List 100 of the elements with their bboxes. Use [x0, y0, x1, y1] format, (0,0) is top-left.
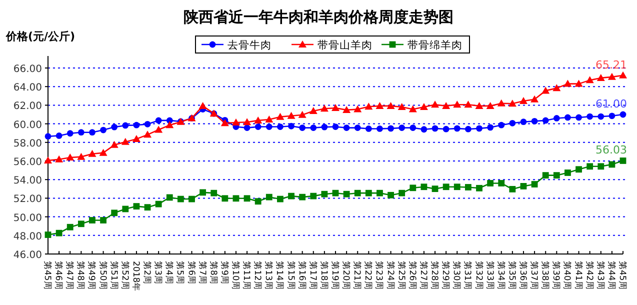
- point: [530, 95, 539, 102]
- x-tick-label: 第44周: [606, 261, 617, 290]
- point: [77, 152, 86, 160]
- x-tick-label: 第23周: [374, 261, 385, 290]
- point: [220, 119, 229, 126]
- point: [155, 200, 162, 208]
- x-tick-label: 第10周: [230, 261, 241, 290]
- x-tick-label: 第7周: [196, 261, 208, 284]
- x-tick-label: 第21周: [352, 261, 363, 290]
- point: [56, 132, 62, 139]
- point: [243, 118, 252, 126]
- point: [520, 183, 527, 190]
- point: [89, 217, 96, 224]
- y-tick-label: 64.00: [13, 82, 42, 94]
- point: [586, 113, 594, 120]
- point: [232, 118, 240, 126]
- x-tick-label: 第45周: [42, 261, 53, 290]
- point: [431, 100, 440, 108]
- point: [475, 102, 484, 109]
- x-tick-label: 第41周: [572, 261, 584, 290]
- point: [299, 194, 306, 200]
- x-tick-label: 第32周: [473, 261, 484, 290]
- point: [531, 118, 538, 124]
- x-tick-label: 第50周: [97, 261, 108, 290]
- y-tick-label: 52.00: [13, 194, 42, 206]
- point: [288, 192, 294, 200]
- point: [354, 190, 361, 196]
- point: [122, 206, 129, 212]
- x-tick-label: 第6周: [186, 261, 197, 284]
- point: [166, 121, 174, 128]
- x-tick-label: 第39周: [550, 261, 562, 290]
- x-tick-label: 第22周: [362, 261, 374, 290]
- point: [99, 148, 108, 156]
- x-tick-label: 第13周: [263, 261, 274, 290]
- point: [464, 126, 472, 132]
- x-tick-label: 第51周: [108, 261, 120, 290]
- point: [88, 150, 96, 157]
- point: [476, 184, 482, 192]
- point: [432, 125, 438, 132]
- point: [288, 122, 294, 130]
- point: [509, 120, 516, 126]
- point: [398, 124, 406, 131]
- point: [254, 116, 262, 124]
- point: [564, 170, 571, 176]
- point: [620, 158, 626, 164]
- x-tick-label: 第2周: [142, 261, 153, 284]
- y-tick-label: 54.00: [13, 176, 42, 187]
- point: [244, 124, 250, 131]
- x-tick-label: 第45周: [617, 261, 628, 290]
- x-tick-label: 第35周: [506, 261, 518, 290]
- legend-label: 带骨山羊肉: [318, 38, 372, 52]
- point: [298, 110, 306, 118]
- point: [66, 224, 74, 230]
- x-tick-label: 第27周: [418, 261, 429, 290]
- point: [408, 105, 417, 112]
- point: [222, 195, 228, 202]
- x-tick-label: 第29周: [440, 261, 452, 290]
- x-tick-label: 第38周: [540, 261, 551, 290]
- point: [66, 153, 74, 160]
- x-tick-label: 第31周: [462, 261, 474, 290]
- point: [574, 80, 583, 87]
- point: [254, 198, 262, 205]
- x-tick-label: 第28周: [429, 261, 440, 290]
- point: [122, 122, 129, 129]
- x-tick-label: 第20周: [340, 261, 352, 290]
- x-tick-label: 第12周: [252, 261, 264, 290]
- point: [364, 102, 373, 110]
- point: [608, 72, 616, 80]
- x-tick-label: 第25周: [396, 261, 407, 290]
- x-tick-label: 第46周: [53, 261, 64, 290]
- point: [276, 112, 284, 120]
- point: [321, 124, 328, 130]
- point: [232, 195, 240, 202]
- point: [166, 194, 173, 201]
- x-tick-label: 2018年: [130, 261, 142, 292]
- point: [254, 124, 262, 130]
- point: [453, 100, 462, 108]
- point: [420, 126, 428, 133]
- point: [55, 155, 64, 162]
- point: [144, 120, 151, 128]
- point: [410, 184, 416, 192]
- point: [596, 74, 605, 81]
- y-tick-label: 58.00: [13, 138, 42, 150]
- point: [564, 114, 571, 121]
- point: [376, 190, 383, 196]
- point: [576, 166, 582, 173]
- point: [132, 134, 140, 142]
- x-tick-label: 第26周: [406, 261, 418, 290]
- point: [508, 100, 516, 107]
- point: [487, 180, 494, 186]
- point: [553, 172, 560, 179]
- point: [498, 180, 505, 186]
- point: [332, 124, 339, 130]
- point: [100, 217, 106, 224]
- x-tick-label: 第11周: [241, 261, 252, 290]
- x-tick-label: 第37周: [528, 261, 540, 290]
- x-tick-label: 第24周: [384, 261, 396, 290]
- point: [553, 115, 560, 122]
- point: [154, 126, 163, 133]
- point: [78, 129, 84, 136]
